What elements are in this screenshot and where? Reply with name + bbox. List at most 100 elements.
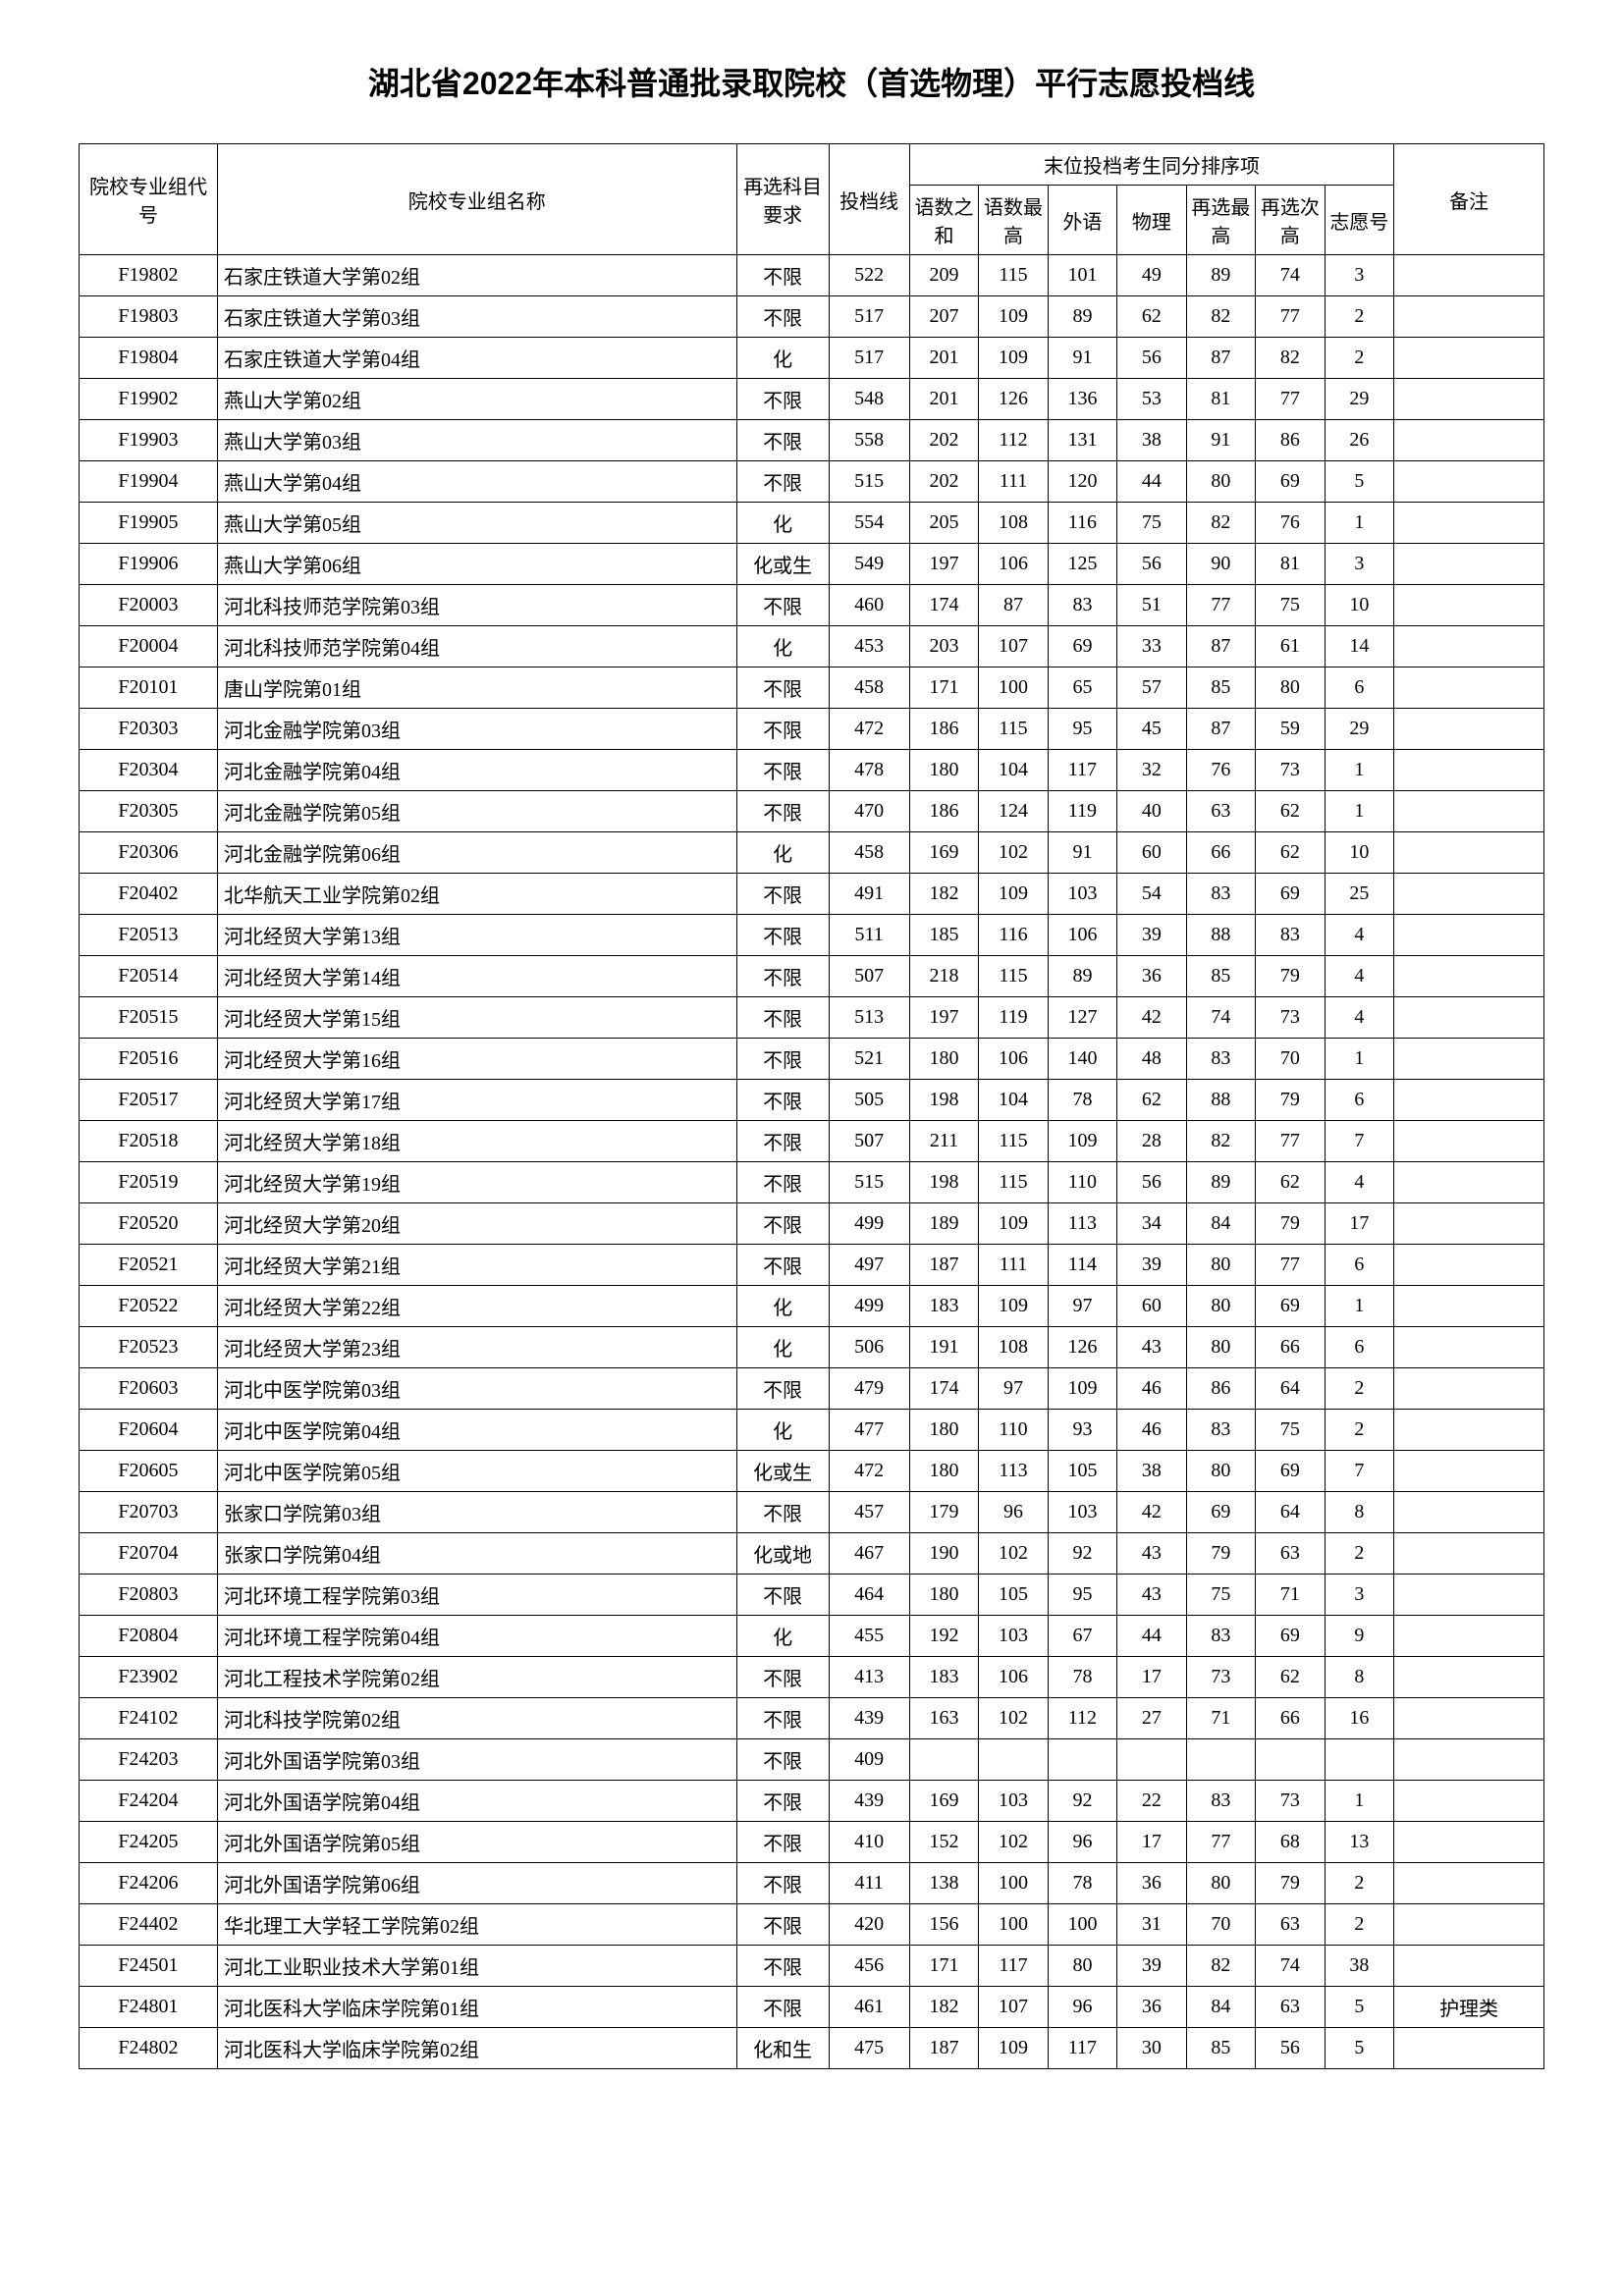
cell-subject: 化 <box>736 503 829 544</box>
cell-score: 439 <box>829 1781 909 1822</box>
admission-table: 院校专业组代号 院校专业组名称 再选科目要求 投档线 末位投档考生同分排序项 备… <box>79 143 1544 2069</box>
cell-subject: 化或生 <box>736 544 829 585</box>
cell-score: 478 <box>829 750 909 791</box>
cell-foreign: 131 <box>1048 420 1116 461</box>
cell-emax <box>1186 1739 1255 1781</box>
cell-cmax: 111 <box>979 1245 1048 1286</box>
cell-wish: 14 <box>1325 626 1394 667</box>
cell-name: 河北医科大学临床学院第02组 <box>217 2028 736 2069</box>
cell-esec: 62 <box>1256 832 1325 874</box>
cell-esec: 64 <box>1256 1492 1325 1533</box>
cell-score: 472 <box>829 1451 909 1492</box>
cell-code: F20517 <box>80 1080 218 1121</box>
cell-esec: 73 <box>1256 1781 1325 1822</box>
cell-esec: 79 <box>1256 1203 1325 1245</box>
cell-sum: 201 <box>909 379 978 420</box>
cell-name: 河北金融学院第04组 <box>217 750 736 791</box>
cell-sum: 202 <box>909 461 978 503</box>
cell-esec: 69 <box>1256 461 1325 503</box>
cell-sum: 203 <box>909 626 978 667</box>
cell-code: F24102 <box>80 1698 218 1739</box>
cell-physics: 46 <box>1117 1410 1186 1451</box>
cell-score: 455 <box>829 1616 909 1657</box>
cell-sum: 190 <box>909 1533 978 1575</box>
cell-foreign: 78 <box>1048 1657 1116 1698</box>
cell-foreign: 80 <box>1048 1946 1116 1987</box>
cell-score: 513 <box>829 997 909 1039</box>
cell-esec: 79 <box>1256 1863 1325 1904</box>
cell-wish: 6 <box>1325 1080 1394 1121</box>
cell-foreign: 140 <box>1048 1039 1116 1080</box>
cell-score: 470 <box>829 791 909 832</box>
cell-score: 467 <box>829 1533 909 1575</box>
cell-sum: 207 <box>909 296 978 338</box>
cell-esec: 80 <box>1256 667 1325 709</box>
cell-remark <box>1394 1533 1544 1575</box>
cell-code: F20605 <box>80 1451 218 1492</box>
cell-esec: 69 <box>1256 874 1325 915</box>
cell-remark <box>1394 379 1544 420</box>
header-wish-no: 志愿号 <box>1325 186 1394 255</box>
cell-name: 北华航天工业学院第02组 <box>217 874 736 915</box>
cell-score: 453 <box>829 626 909 667</box>
cell-subject: 不限 <box>736 709 829 750</box>
cell-code: F20703 <box>80 1492 218 1533</box>
cell-cmax: 111 <box>979 461 1048 503</box>
cell-esec: 66 <box>1256 1327 1325 1368</box>
cell-remark <box>1394 1410 1544 1451</box>
cell-emax: 63 <box>1186 791 1255 832</box>
table-row: F20513河北经贸大学第13组不限5111851161063988834 <box>80 915 1544 956</box>
cell-emax: 88 <box>1186 915 1255 956</box>
cell-cmax: 109 <box>979 1203 1048 1245</box>
cell-physics: 60 <box>1117 1286 1186 1327</box>
cell-foreign: 106 <box>1048 915 1116 956</box>
cell-score: 456 <box>829 1946 909 1987</box>
cell-sum: 185 <box>909 915 978 956</box>
cell-name: 张家口学院第03组 <box>217 1492 736 1533</box>
cell-emax: 70 <box>1186 1904 1255 1946</box>
cell-name: 河北经贸大学第23组 <box>217 1327 736 1368</box>
cell-score: 411 <box>829 1863 909 1904</box>
cell-remark <box>1394 1657 1544 1698</box>
cell-score: 479 <box>829 1368 909 1410</box>
cell-score: 554 <box>829 503 909 544</box>
cell-score: 517 <box>829 296 909 338</box>
cell-score: 548 <box>829 379 909 420</box>
cell-code: F20101 <box>80 667 218 709</box>
cell-wish: 1 <box>1325 750 1394 791</box>
cell-remark <box>1394 338 1544 379</box>
cell-code: F20004 <box>80 626 218 667</box>
table-row: F20101唐山学院第01组不限458171100655785806 <box>80 667 1544 709</box>
cell-wish: 16 <box>1325 1698 1394 1739</box>
cell-name: 河北科技师范学院第04组 <box>217 626 736 667</box>
cell-sum: 156 <box>909 1904 978 1946</box>
cell-emax: 80 <box>1186 1327 1255 1368</box>
cell-physics: 36 <box>1117 956 1186 997</box>
cell-sum: 198 <box>909 1162 978 1203</box>
cell-esec: 79 <box>1256 956 1325 997</box>
cell-code: F20516 <box>80 1039 218 1080</box>
cell-emax: 66 <box>1186 832 1255 874</box>
cell-subject: 不限 <box>736 1904 829 1946</box>
cell-wish: 9 <box>1325 1616 1394 1657</box>
cell-cmax: 116 <box>979 915 1048 956</box>
cell-remark <box>1394 667 1544 709</box>
cell-esec: 62 <box>1256 1657 1325 1698</box>
cell-subject: 化 <box>736 1327 829 1368</box>
cell-physics: 56 <box>1117 1162 1186 1203</box>
cell-wish: 17 <box>1325 1203 1394 1245</box>
cell-emax: 82 <box>1186 296 1255 338</box>
cell-sum: 152 <box>909 1822 978 1863</box>
cell-cmax: 96 <box>979 1492 1048 1533</box>
cell-sum: 187 <box>909 2028 978 2069</box>
table-row: F20004河北科技师范学院第04组化4532031076933876114 <box>80 626 1544 667</box>
cell-wish: 8 <box>1325 1492 1394 1533</box>
cell-remark <box>1394 1946 1544 1987</box>
cell-esec: 63 <box>1256 1533 1325 1575</box>
cell-foreign: 103 <box>1048 874 1116 915</box>
cell-foreign: 112 <box>1048 1698 1116 1739</box>
cell-esec: 69 <box>1256 1616 1325 1657</box>
cell-wish: 5 <box>1325 2028 1394 2069</box>
cell-emax: 87 <box>1186 709 1255 750</box>
cell-esec: 74 <box>1256 255 1325 296</box>
